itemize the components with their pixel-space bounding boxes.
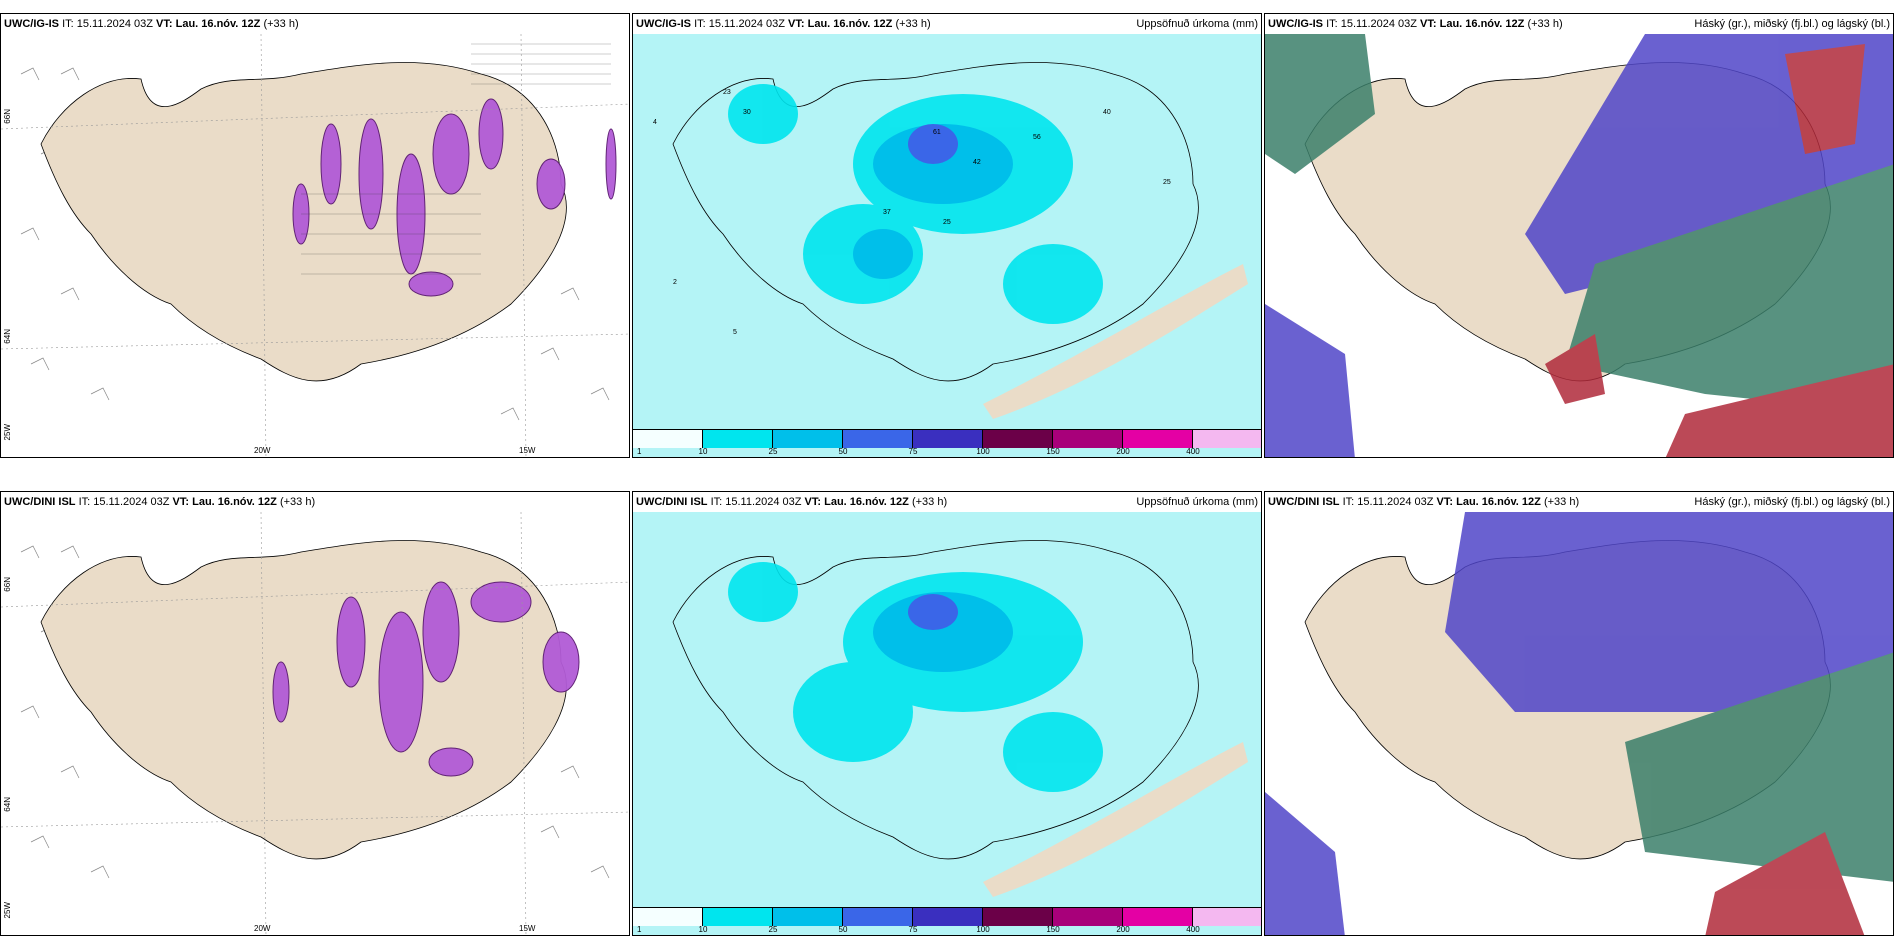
lat-label: 64N xyxy=(3,797,12,812)
panel-header: UWC/IG-IS IT: 15.11.2024 03Z VT: Lau. 16… xyxy=(1265,14,1893,34)
panel-header: UWC/DINI ISL IT: 15.11.2024 03Z VT: Lau.… xyxy=(633,492,1261,512)
svg-text:30: 30 xyxy=(743,109,751,116)
colorbar-swatch xyxy=(843,430,913,448)
colorbar-label: 100 xyxy=(976,925,990,934)
panel-precip-dini: UWC/DINI ISL IT: 15.11.2024 03Z VT: Lau.… xyxy=(632,491,1262,936)
colorbar-label: 400 xyxy=(1186,925,1200,934)
lon-label: 25W xyxy=(3,424,12,441)
cloud-map xyxy=(1265,34,1893,457)
colorbar-label: 10 xyxy=(698,925,708,934)
lon-label: 20W xyxy=(254,446,271,455)
panel-clouds-igis: UWC/IG-IS IT: 15.11.2024 03Z VT: Lau. 16… xyxy=(1264,13,1894,458)
colorbar-label: 25 xyxy=(768,447,778,456)
colorbar-label: 150 xyxy=(1046,925,1060,934)
snow-wind-map xyxy=(1,34,629,457)
colorbar-swatch xyxy=(1193,908,1261,926)
svg-text:37: 37 xyxy=(883,209,891,216)
colorbar-label: 1 xyxy=(637,447,642,456)
lon-label: 20W xyxy=(254,924,271,933)
panel-header: UWC/IG-IS IT: 15.11.2024 03Z VT: Lau. 16… xyxy=(1,14,629,34)
colorbar-swatch xyxy=(1053,430,1123,448)
lon-label: 15W xyxy=(519,446,536,455)
lon-label: 25W xyxy=(3,902,12,919)
svg-text:2: 2 xyxy=(673,279,677,286)
colorbar-label: 75 xyxy=(908,925,918,934)
colorbar-swatch xyxy=(773,908,843,926)
colorbar-label: 200 xyxy=(1116,925,1130,934)
colorbar-label: 200 xyxy=(1116,447,1130,456)
lat-label: 64N xyxy=(3,329,12,344)
colorbar-swatch xyxy=(1053,908,1123,926)
colorbar-label: 400 xyxy=(1186,447,1200,456)
svg-text:5: 5 xyxy=(733,329,737,336)
colorbar-swatch xyxy=(633,908,703,926)
lat-label: 66N xyxy=(3,109,12,124)
colorbar-label: 150 xyxy=(1046,447,1060,456)
colorbar-swatch xyxy=(913,430,983,448)
precip-colorbar: 1 10 25 50 75 100 150 200 400 xyxy=(633,429,1261,457)
colorbar-label: 25 xyxy=(768,925,778,934)
colorbar-swatch xyxy=(773,430,843,448)
svg-text:23: 23 xyxy=(723,89,731,96)
colorbar-swatch xyxy=(633,430,703,448)
panel-clouds-dini: UWC/DINI ISL IT: 15.11.2024 03Z VT: Lau.… xyxy=(1264,491,1894,936)
colorbar-swatch xyxy=(983,430,1053,448)
svg-text:56: 56 xyxy=(1033,134,1041,141)
colorbar-swatch xyxy=(913,908,983,926)
lat-label: 66N xyxy=(3,577,12,592)
svg-text:25: 25 xyxy=(1163,179,1171,186)
colorbar-label: 50 xyxy=(838,447,848,456)
colorbar-swatch xyxy=(703,430,773,448)
panel-header: UWC/DINI ISL IT: 15.11.2024 03Z VT: Lau.… xyxy=(1,492,629,512)
panel-precip-igis: UWC/IG-IS IT: 15.11.2024 03Z VT: Lau. 16… xyxy=(632,13,1262,458)
panel-snow-igis: UWC/IG-IS IT: 15.11.2024 03Z VT: Lau. 16… xyxy=(0,13,630,458)
svg-text:40: 40 xyxy=(1103,109,1111,116)
colorbar-swatch xyxy=(1123,908,1193,926)
panel-header: UWC/IG-IS IT: 15.11.2024 03Z VT: Lau. 16… xyxy=(633,14,1261,34)
colorbar-swatch xyxy=(703,908,773,926)
lon-label: 15W xyxy=(519,924,536,933)
cloud-map xyxy=(1265,512,1893,935)
precip-map xyxy=(633,512,1261,935)
panel-snow-dini: UWC/DINI ISL IT: 15.11.2024 03Z VT: Lau.… xyxy=(0,491,630,936)
svg-text:61: 61 xyxy=(933,129,941,136)
colorbar-swatch xyxy=(983,908,1053,926)
svg-text:4: 4 xyxy=(653,119,657,126)
colorbar-swatch xyxy=(1193,430,1261,448)
snow-wind-map xyxy=(1,512,629,935)
colorbar-label: 1 xyxy=(637,925,642,934)
svg-text:42: 42 xyxy=(973,159,981,166)
colorbar-label: 100 xyxy=(976,447,990,456)
svg-text:25: 25 xyxy=(943,219,951,226)
panel-header: UWC/DINI ISL IT: 15.11.2024 03Z VT: Lau.… xyxy=(1265,492,1893,512)
colorbar-label: 75 xyxy=(908,447,918,456)
precip-colorbar: 1 10 25 50 75 100 150 200 400 xyxy=(633,907,1261,935)
colorbar-swatch xyxy=(1123,430,1193,448)
colorbar-label: 10 xyxy=(698,447,708,456)
colorbar-swatch xyxy=(843,908,913,926)
colorbar-label: 50 xyxy=(838,925,848,934)
